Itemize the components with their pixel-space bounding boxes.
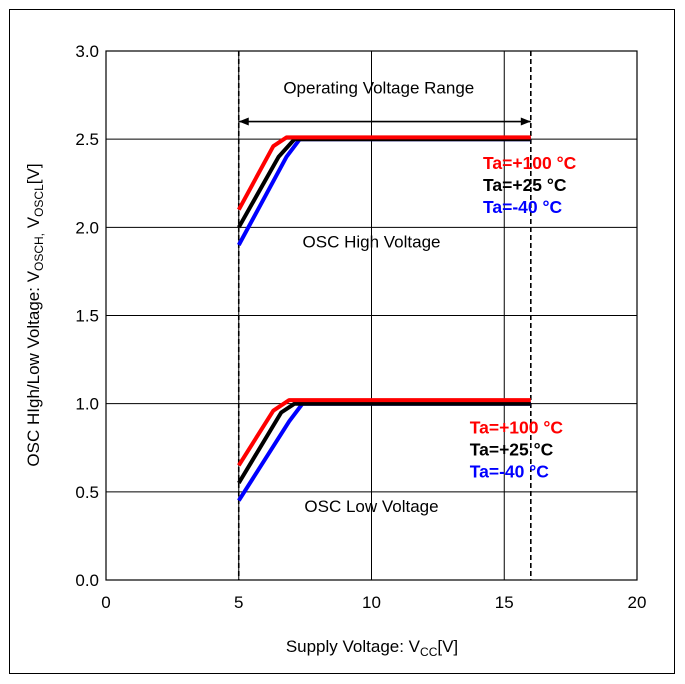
x-tick-label: 10 bbox=[362, 593, 381, 612]
legend-high-item: Ta=+100 °C bbox=[483, 153, 577, 173]
legend-low-item: Ta=-40 °C bbox=[470, 462, 549, 482]
legend-low-item: Ta=+25 °C bbox=[470, 440, 554, 460]
series-line-high-0 bbox=[237, 135, 531, 211]
tick-labels: 0 5 10 15 20 0.0 0.5 1.0 1.5 2.0 2.5 3.0 bbox=[75, 42, 646, 612]
legend-high-item: Ta=-40 °C bbox=[483, 197, 562, 217]
series-line-low-3 bbox=[237, 398, 531, 467]
series-line-low-4 bbox=[237, 401, 531, 485]
range-arrow-right bbox=[520, 117, 531, 126]
x-axis-label: Supply Voltage: VCC[V] bbox=[286, 637, 458, 659]
y-tick-label: 0.0 bbox=[75, 571, 99, 590]
x-tick-label: 15 bbox=[495, 593, 514, 612]
figure-frame bbox=[9, 9, 675, 674]
y-tick-label: 0.5 bbox=[75, 483, 99, 502]
annotation-1: OSC Low Voltage bbox=[304, 497, 438, 516]
y-tick-label: 1.0 bbox=[75, 395, 99, 414]
x-tick-label: 0 bbox=[101, 593, 110, 612]
x-tick-label: 5 bbox=[234, 593, 243, 612]
annotation-0: OSC High Voltage bbox=[303, 232, 441, 251]
range-arrow-left bbox=[238, 117, 249, 126]
legend-high-item: Ta=+25 °C bbox=[483, 175, 567, 195]
range-label: Operating Voltage Range bbox=[283, 78, 474, 97]
annotations: Operating Voltage Range OSC High Voltage O… bbox=[283, 78, 576, 516]
legend-low-item: Ta=+100 °C bbox=[470, 418, 564, 438]
y-axis-label: OSC HIgh/Low Voltage: VOSCH, VOSCL[V] bbox=[24, 163, 46, 466]
x-tick-label: 20 bbox=[628, 593, 647, 612]
series-group bbox=[237, 135, 531, 502]
y-tick-label: 2.0 bbox=[75, 218, 99, 237]
y-tick-label: 2.5 bbox=[75, 130, 99, 149]
y-tick-label: 1.5 bbox=[75, 307, 99, 326]
y-tick-label: 3.0 bbox=[75, 42, 99, 61]
